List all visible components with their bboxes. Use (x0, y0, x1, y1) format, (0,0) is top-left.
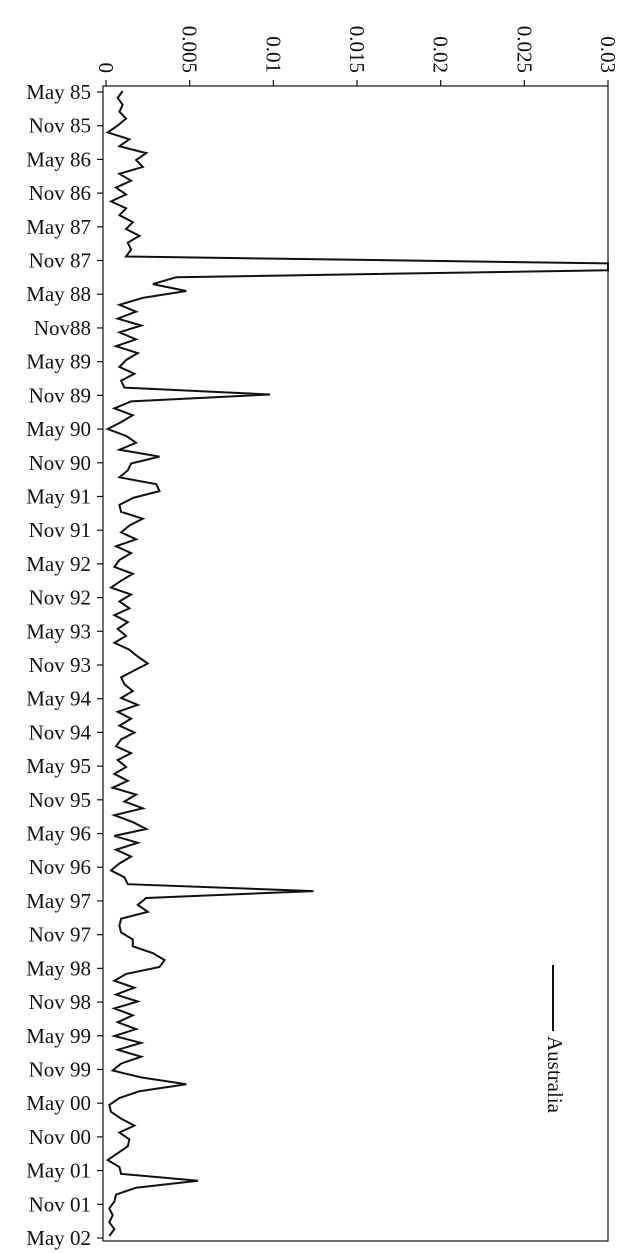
plot-frame (102, 85, 609, 1242)
date-tick-label: May 88 (26, 282, 91, 306)
date-tick-label: Nov 89 (29, 383, 91, 407)
date-tick-label: Nov 93 (29, 653, 91, 677)
date-tick-label: Nov 99 (29, 1057, 91, 1081)
date-tick-label: Nov 87 (29, 249, 91, 273)
date-tick-label: May 90 (26, 417, 91, 441)
date-tick-label: Nov 96 (29, 855, 91, 879)
date-tick-label: Nov 94 (29, 720, 92, 744)
value-tick-label: 0.02 (429, 36, 453, 73)
date-tick-label: Nov 98 (29, 990, 91, 1014)
date-tick-label: Nov 95 (29, 788, 91, 812)
date-tick-label: Nov 85 (29, 114, 91, 138)
date-tick-label: May 99 (26, 1024, 91, 1048)
date-tick-label: May 02 (26, 1226, 91, 1250)
date-tick-label: May 97 (26, 889, 91, 913)
date-axis: May 85 Nov 85 May 86 Nov 86 May 87 Nov 87 May … (26, 80, 103, 1250)
value-tick-label: 0.025 (512, 26, 536, 73)
date-tick-label: Nov 01 (29, 1192, 91, 1216)
value-tick-label: 0.015 (345, 26, 369, 73)
date-tick-label: Nov 86 (29, 181, 91, 205)
legend-label: Australia (543, 1036, 567, 1114)
date-tick-label: May 94 (26, 687, 91, 711)
legend: Australia (543, 965, 567, 1114)
date-tick-label: May 95 (26, 754, 91, 778)
date-tick-label: May 91 (26, 484, 91, 508)
date-tick-label: May 92 (26, 552, 91, 576)
date-tick-label: Nov88 (34, 316, 91, 340)
date-tick-label: Nov 90 (29, 451, 91, 475)
value-axis: 0 0.005 0.01 0.015 0.02 0.025 0.03 (94, 26, 620, 86)
date-tick-label: May 87 (26, 215, 91, 239)
date-tick-label: May 89 (26, 350, 91, 374)
date-tick-label: May 01 (26, 1159, 91, 1183)
date-tick-label: Nov 00 (29, 1125, 91, 1149)
date-tick-label: May 00 (26, 1091, 91, 1115)
value-tick-label: 0.005 (178, 26, 202, 73)
date-tick-label: May 86 (26, 147, 91, 171)
value-tick-label: 0 (94, 63, 118, 74)
date-tick-label: May 96 (26, 822, 91, 846)
date-tick-label: Nov 92 (29, 586, 91, 610)
date-tick-label: May 93 (26, 619, 91, 643)
date-tick-label: May 85 (26, 80, 91, 104)
value-tick-label: 0.01 (261, 36, 285, 73)
date-tick-label: Nov 97 (29, 923, 91, 947)
series-line-australia (105, 90, 609, 1237)
value-tick-label: 0.03 (596, 36, 620, 73)
date-tick-label: Nov 91 (29, 518, 91, 542)
date-tick-label: May 98 (26, 956, 91, 980)
